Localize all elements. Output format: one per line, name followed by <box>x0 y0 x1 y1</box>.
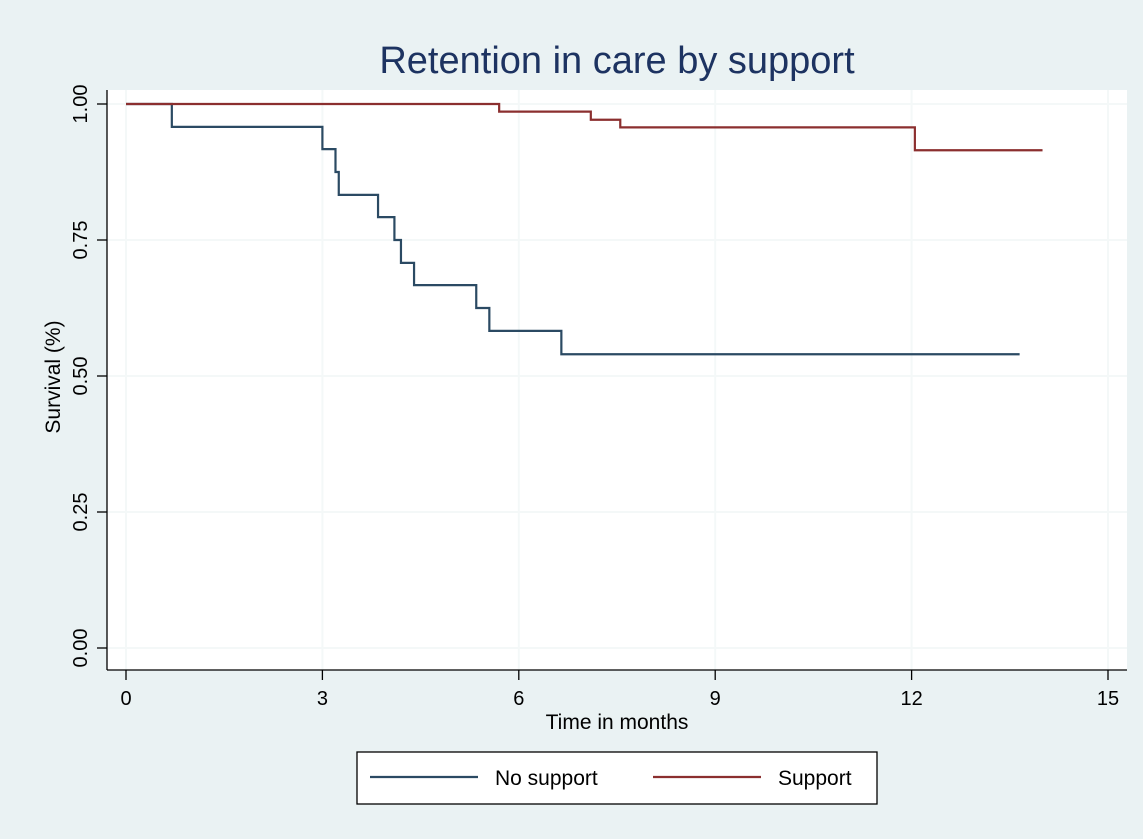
series-line-support <box>126 102 1043 152</box>
y-tick-label: 0.50 <box>70 357 92 396</box>
axes: 0 3 6 9 12 15 0.00 0.25 0.50 0.75 1.00 <box>70 85 1127 710</box>
x-tick-label: 15 <box>1097 688 1119 710</box>
x-tick-label: 3 <box>317 688 328 710</box>
plot-area <box>107 90 1127 670</box>
series-lines <box>126 102 1043 356</box>
x-tick-label: 6 <box>513 688 524 710</box>
chart-title: Retention in care by support <box>379 40 855 82</box>
series-line-no-support <box>126 102 1020 356</box>
x-axis-title: Time in months <box>546 711 689 734</box>
legend-label-no-support: No support <box>495 767 598 790</box>
x-tick-label: 12 <box>900 688 922 710</box>
legend-label-support: Support <box>778 767 852 790</box>
y-tick-label: 0.00 <box>70 629 92 668</box>
x-tick-label: 0 <box>120 688 131 710</box>
y-tick-label: 0.25 <box>70 493 92 532</box>
gridlines <box>107 90 1127 670</box>
y-axis-title: Survival (%) <box>42 320 65 433</box>
legend-box <box>356 751 878 805</box>
legend: No support Support <box>356 751 878 805</box>
x-tick-label: 9 <box>710 688 721 710</box>
y-tick-label: 0.75 <box>70 221 92 260</box>
y-tick-label: 1.00 <box>70 85 92 124</box>
